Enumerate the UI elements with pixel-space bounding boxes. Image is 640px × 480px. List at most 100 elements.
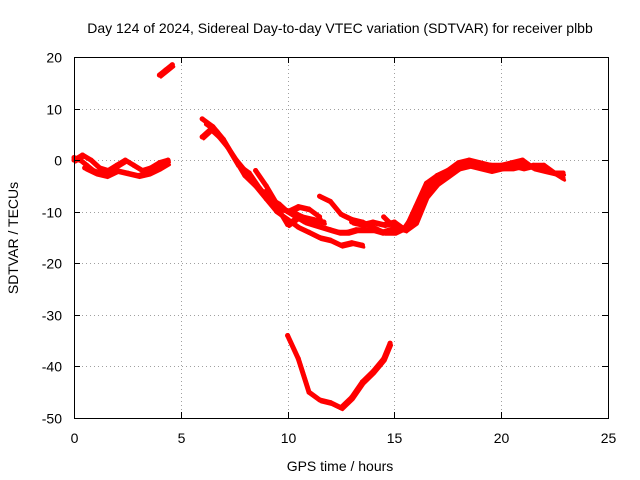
data-point xyxy=(349,394,355,400)
data-point xyxy=(131,162,137,168)
data-point xyxy=(530,162,536,168)
ticks-layer: 0 5 10 15 20 25 -50 -40 -30 -20 -10 0 10 20 xyxy=(42,50,617,447)
data-point xyxy=(370,219,376,225)
data-point xyxy=(216,134,222,140)
data-point xyxy=(306,229,312,235)
data-point xyxy=(82,165,88,171)
data-point xyxy=(122,157,128,163)
data-point xyxy=(114,162,120,168)
data-point xyxy=(391,229,397,235)
plot-frame xyxy=(74,57,609,419)
data-point xyxy=(359,379,365,385)
x-axis-label: GPS time / hours xyxy=(287,458,394,474)
x-tick-label: 5 xyxy=(178,430,186,446)
data-point xyxy=(327,237,333,243)
data-point xyxy=(135,173,141,179)
data-point xyxy=(319,224,325,230)
data-point xyxy=(97,165,103,171)
data-point xyxy=(199,134,205,140)
chart-title: Day 124 of 2024, Sidereal Day-to-day VTE… xyxy=(87,20,593,36)
data-point xyxy=(321,219,327,225)
data-point xyxy=(306,206,312,212)
data-series-arc-3 xyxy=(82,160,171,180)
data-point xyxy=(263,183,269,189)
data-series-arc-8 xyxy=(253,168,323,221)
data-point xyxy=(156,165,162,171)
data-point xyxy=(327,198,333,204)
data-point xyxy=(285,209,291,215)
data-point xyxy=(317,235,323,240)
data-point xyxy=(541,162,547,168)
series-layer xyxy=(71,62,567,412)
data-point xyxy=(295,224,301,230)
data-point xyxy=(381,356,387,362)
data-point xyxy=(156,160,162,166)
data-point xyxy=(306,389,312,395)
data-point xyxy=(146,170,152,176)
data-point xyxy=(327,400,333,405)
data-point xyxy=(285,222,291,228)
data-point xyxy=(509,162,515,168)
series-line-shadow xyxy=(287,336,394,412)
data-point xyxy=(317,214,323,220)
data-point xyxy=(156,72,162,78)
data-point xyxy=(338,242,344,248)
data-point xyxy=(274,204,280,210)
series-line xyxy=(402,162,566,233)
data-point xyxy=(423,180,429,186)
data-point xyxy=(317,397,323,403)
data-point xyxy=(295,204,301,210)
data-point xyxy=(477,160,483,166)
y-tick-label: -10 xyxy=(42,205,62,221)
data-point xyxy=(413,214,419,220)
data-point xyxy=(477,165,483,171)
data-point xyxy=(488,168,493,173)
data-point xyxy=(560,170,566,176)
data-point xyxy=(560,175,566,181)
data-point xyxy=(114,168,120,173)
data-point xyxy=(498,165,504,171)
x-tick-label: 10 xyxy=(281,430,297,446)
y-tick-label: -20 xyxy=(42,256,62,272)
data-point xyxy=(456,160,461,166)
data-series-arc-9 xyxy=(263,188,302,229)
data-point xyxy=(387,340,393,346)
data-point xyxy=(169,62,175,68)
data-point xyxy=(92,170,98,176)
series-line-shadow xyxy=(266,191,302,229)
data-point xyxy=(225,144,231,150)
y-tick-label: 20 xyxy=(46,50,62,66)
data-point xyxy=(370,369,376,375)
data-point xyxy=(199,116,205,122)
data-point xyxy=(466,157,472,163)
data-point xyxy=(344,229,350,235)
y-tick-label: 10 xyxy=(46,102,62,118)
data-point xyxy=(520,165,526,171)
data-point xyxy=(250,178,256,184)
data-point xyxy=(381,222,387,228)
data-point xyxy=(259,188,265,194)
data-point xyxy=(165,160,171,166)
data-point xyxy=(285,333,291,338)
data-point xyxy=(103,173,109,179)
grid-layer xyxy=(74,57,608,418)
series-line xyxy=(199,116,365,248)
data-point xyxy=(488,162,493,168)
data-point xyxy=(434,175,440,181)
series-line-shadow xyxy=(405,165,567,234)
data-point xyxy=(310,222,316,228)
data-point xyxy=(423,188,429,194)
y-axis-label: SDTVAR / TECUs xyxy=(5,182,21,294)
data-point xyxy=(233,157,239,163)
x-tick-label: 20 xyxy=(494,430,510,446)
data-point xyxy=(362,227,367,233)
data-point xyxy=(402,227,408,233)
data-point xyxy=(242,168,248,173)
data-point xyxy=(353,227,359,233)
data-point xyxy=(208,126,214,132)
data-point xyxy=(338,211,344,217)
data-point xyxy=(349,219,355,225)
data-point xyxy=(336,229,342,235)
data-point xyxy=(466,162,472,168)
